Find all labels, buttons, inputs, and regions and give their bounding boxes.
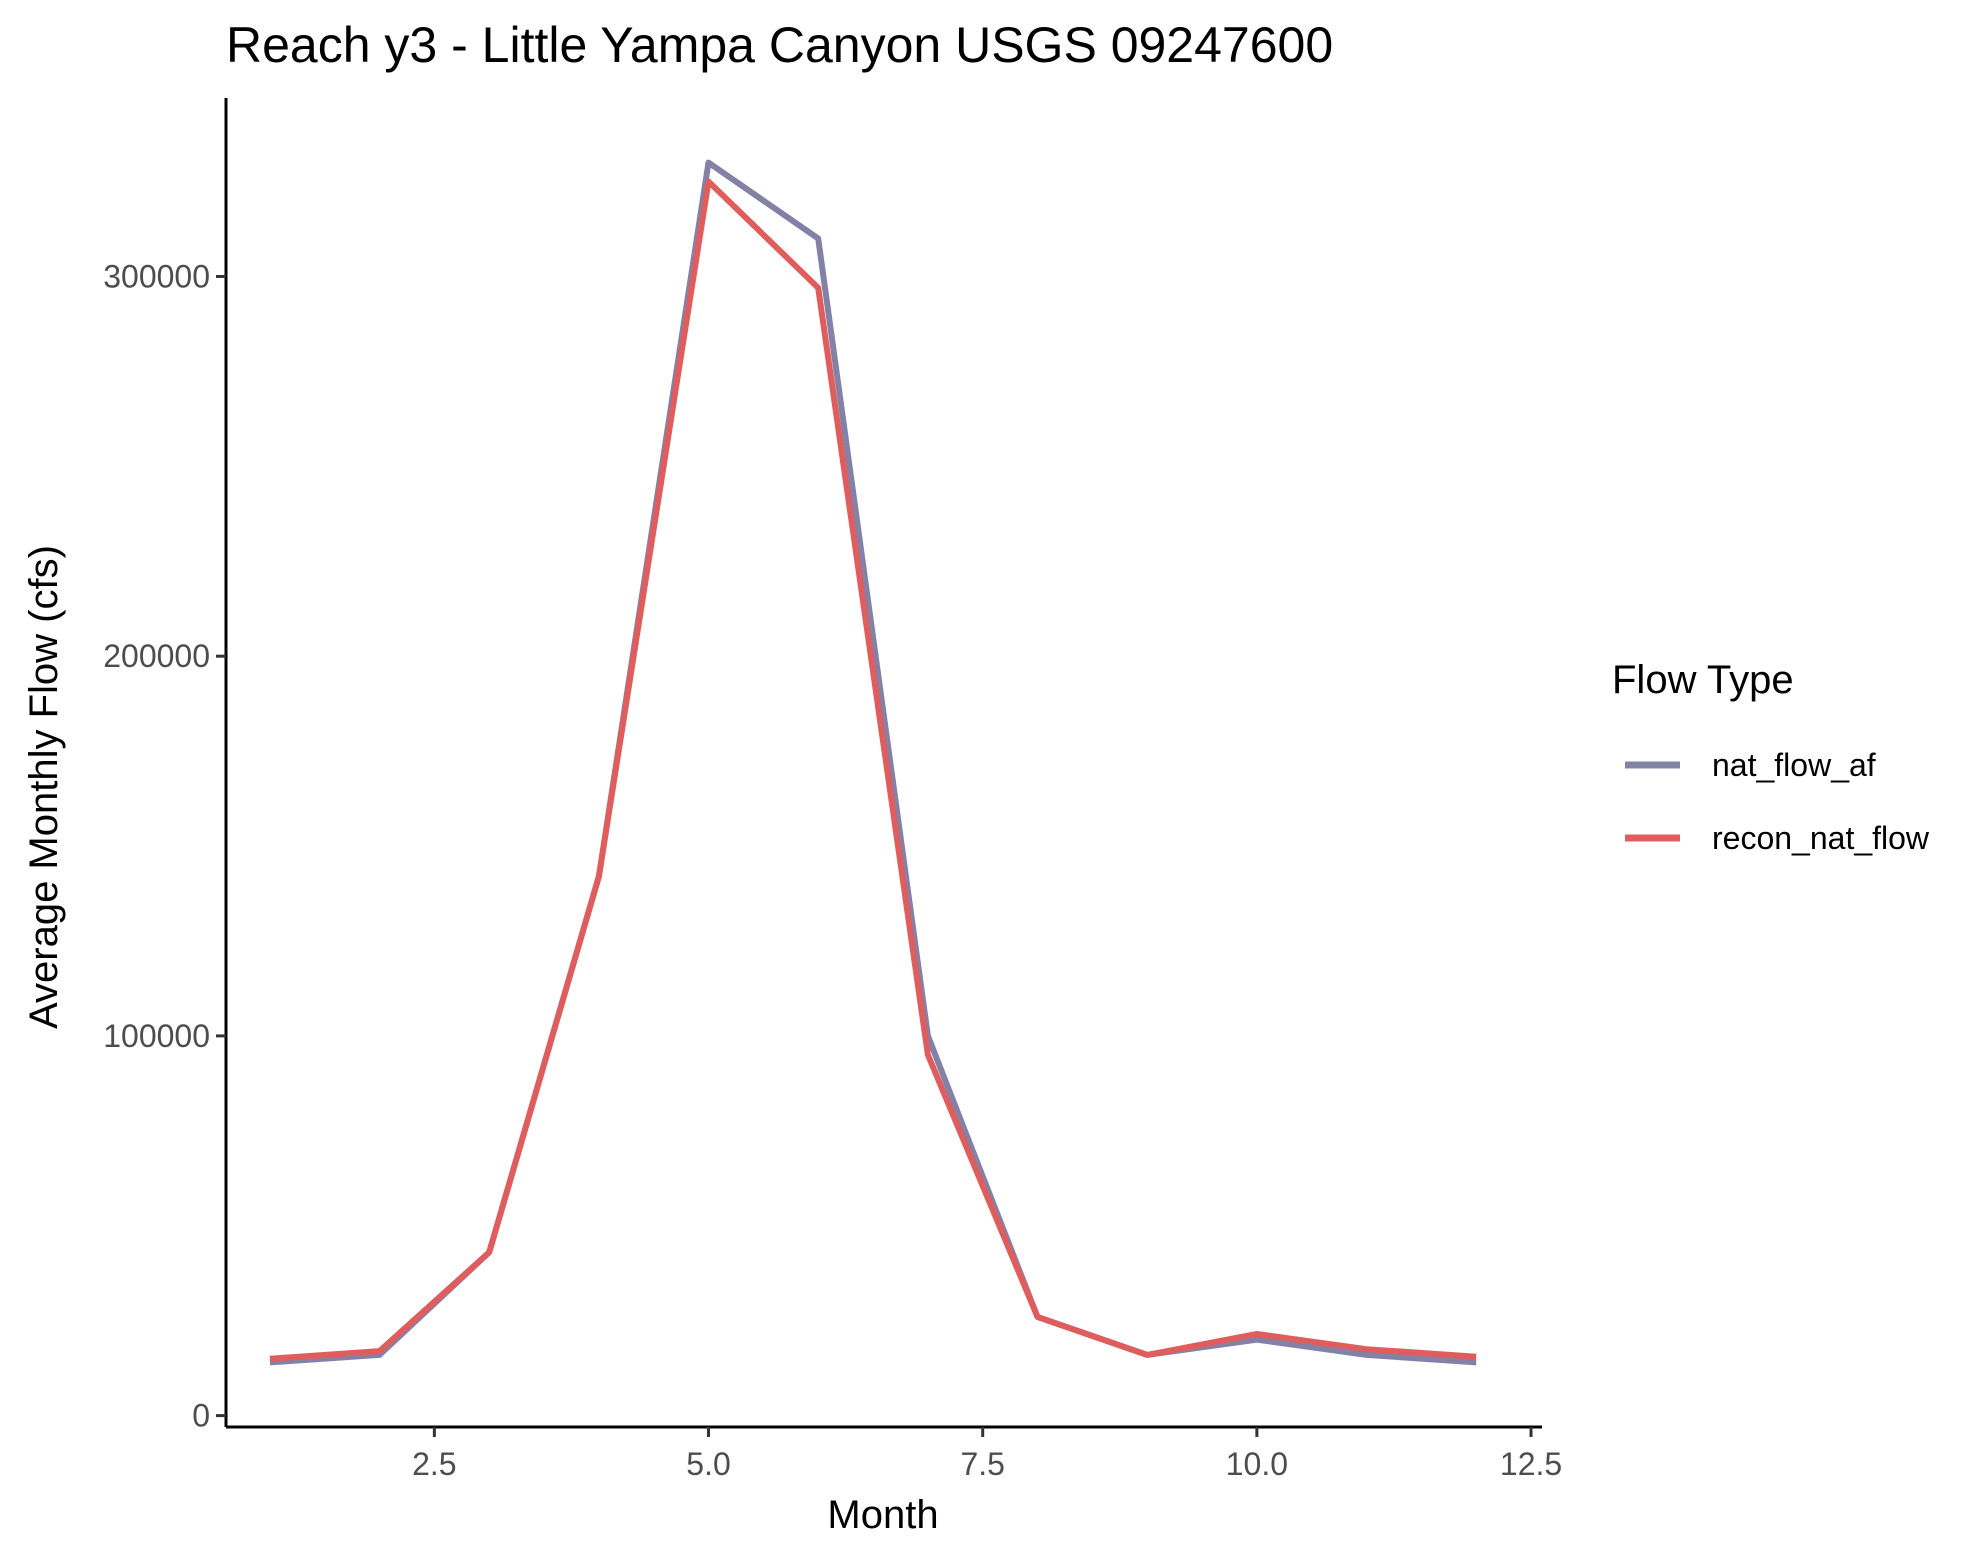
x-tick-label: 2.5 bbox=[412, 1446, 456, 1482]
y-axis-ticks: 0 100000 200000 300000 bbox=[103, 258, 226, 1434]
y-axis-label: Average Monthly Flow (cfs) bbox=[22, 545, 66, 1029]
x-tick-label: 10.0 bbox=[1226, 1446, 1288, 1482]
chart-title: Reach y3 - Little Yampa Canyon USGS 0924… bbox=[226, 17, 1333, 73]
x-axis-label: Month bbox=[827, 1493, 938, 1537]
y-tick-label: 100000 bbox=[103, 1018, 210, 1054]
x-tick-label: 7.5 bbox=[960, 1446, 1004, 1482]
x-tick-label: 12.5 bbox=[1500, 1446, 1562, 1482]
legend-label-nat-flow-af: nat_flow_af bbox=[1712, 747, 1876, 783]
series-lines bbox=[269, 159, 1477, 1366]
series-line-nat-flow-af bbox=[269, 159, 1477, 1366]
legend-items: nat_flow_af recon_nat_flow bbox=[1625, 747, 1930, 856]
y-tick-label: 200000 bbox=[103, 638, 210, 674]
x-tick-label: 5.0 bbox=[686, 1446, 730, 1482]
legend-label-recon-nat-flow: recon_nat_flow bbox=[1712, 820, 1930, 856]
legend-title: Flow Type bbox=[1612, 658, 1794, 702]
legend: Flow Type nat_flow_af recon_nat_flow bbox=[1612, 658, 1930, 856]
plot-area bbox=[224, 98, 1542, 1429]
y-tick-label: 300000 bbox=[103, 258, 210, 294]
series-line-recon-nat-flow bbox=[269, 178, 1477, 1362]
y-tick-label: 0 bbox=[192, 1398, 210, 1434]
x-axis-ticks: 2.5 5.0 7.5 10.0 12.5 bbox=[412, 1427, 1562, 1482]
